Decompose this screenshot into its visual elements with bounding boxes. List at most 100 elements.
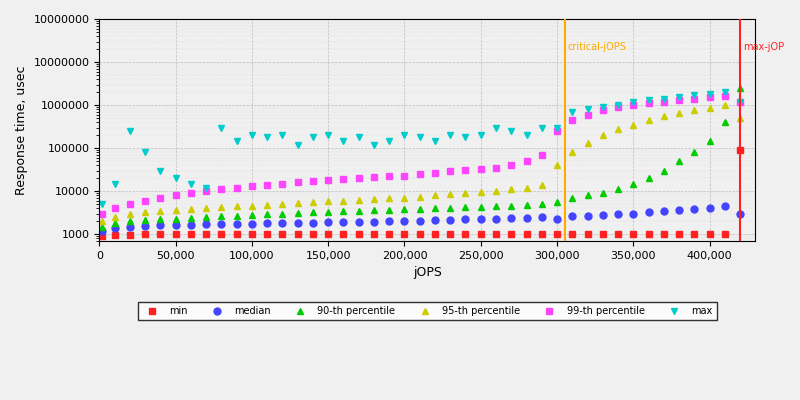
90-th percentile [629,181,638,186]
90-th percentile [720,120,730,124]
99-th percentile [720,94,730,99]
99-th percentile [125,202,134,206]
Line: 90-th percentile: 90-th percentile [99,84,744,230]
90-th percentile [232,213,242,218]
90-th percentile [552,200,562,205]
max [232,138,242,143]
min [125,232,134,237]
median [186,222,196,227]
95-th percentile [369,197,378,202]
min [720,232,730,236]
min [232,232,242,236]
90-th percentile [582,193,592,198]
max [644,98,654,102]
90-th percentile [506,204,516,208]
99-th percentile [98,211,107,216]
90-th percentile [400,207,410,212]
median [522,215,531,220]
min [430,232,440,236]
min [369,232,378,236]
max [522,133,531,138]
95-th percentile [384,196,394,201]
min [446,232,455,236]
median [705,206,714,211]
max [354,135,363,140]
min [278,232,287,236]
90-th percentile [674,159,684,164]
90-th percentile [262,212,272,217]
99-th percentile [369,175,378,180]
min [705,232,714,236]
median [293,220,302,225]
90-th percentile [537,202,546,206]
90-th percentile [110,221,119,226]
99-th percentile [140,198,150,203]
99-th percentile [262,182,272,187]
95-th percentile [567,150,577,155]
median [262,221,272,226]
min [476,232,486,236]
90-th percentile [461,205,470,210]
90-th percentile [522,203,531,208]
95-th percentile [522,185,531,190]
95-th percentile [644,118,654,122]
max [202,185,211,190]
max [720,90,730,94]
max [629,99,638,104]
median [155,223,165,228]
median [369,219,378,224]
95-th percentile [400,195,410,200]
90-th percentile [446,205,455,210]
max [705,92,714,96]
90-th percentile [567,195,577,200]
95-th percentile [491,189,501,194]
90-th percentile [125,219,134,224]
max [690,93,699,98]
90-th percentile [186,215,196,220]
max [247,133,257,138]
95-th percentile [110,215,119,220]
99-th percentile [278,181,287,186]
99-th percentile [202,189,211,194]
99-th percentile [659,99,669,104]
max [125,128,134,133]
median [125,224,134,229]
max [430,138,440,143]
95-th percentile [476,190,486,194]
median [338,220,348,224]
max [659,96,669,101]
max [552,125,562,130]
median [247,221,257,226]
max [506,128,516,133]
99-th percentile [705,95,714,100]
max [614,103,623,108]
99-th percentile [629,103,638,108]
median [537,215,546,220]
median [735,211,745,216]
95-th percentile [202,206,211,211]
max [400,133,410,138]
90-th percentile [614,187,623,192]
median [582,213,592,218]
min [537,232,546,236]
99-th percentile [247,184,257,189]
min [461,232,470,236]
95-th percentile [629,122,638,127]
95-th percentile [217,205,226,210]
median [690,207,699,212]
95-th percentile [705,106,714,110]
median [430,218,440,223]
min [338,232,348,236]
min [674,232,684,236]
median [491,216,501,221]
min [323,232,333,236]
95-th percentile [430,193,440,198]
99-th percentile [384,174,394,179]
min [659,232,669,236]
99-th percentile [537,152,546,157]
99-th percentile [614,105,623,110]
99-th percentile [491,165,501,170]
min [202,232,211,236]
90-th percentile [140,218,150,223]
median [384,219,394,224]
